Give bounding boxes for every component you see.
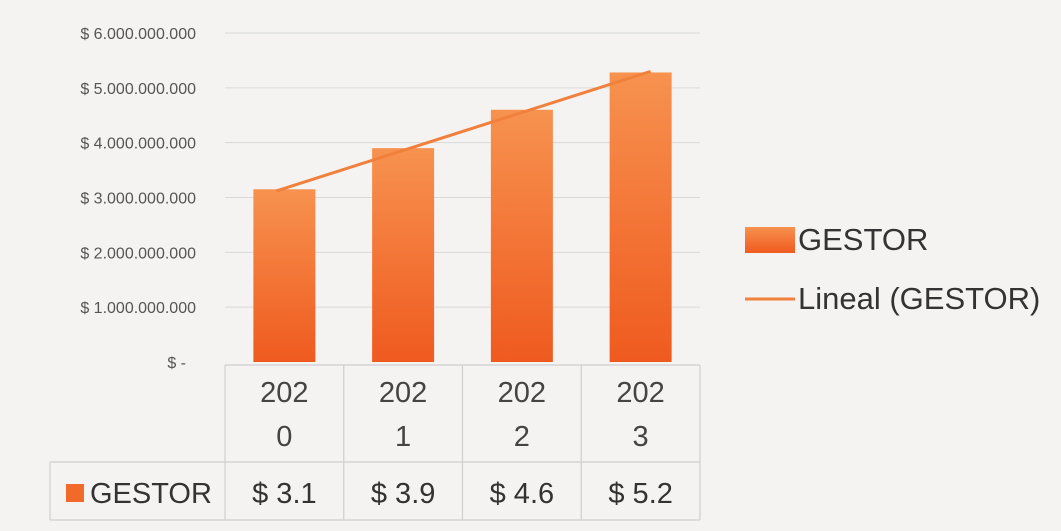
- data-table: 202 0 202 1 202 2 202 3 GESTOR $ 3.1 $ 3.9 $ 4.6 $ 5…: [49, 364, 701, 521]
- data-label: $ 5.2: [608, 478, 673, 510]
- bar-2023: [609, 72, 672, 362]
- x-tick-label: 202: [260, 377, 308, 409]
- y-tick-label: $ 1.000.000.000: [80, 300, 196, 317]
- data-label: $ 4.6: [490, 478, 555, 510]
- x-tick-label: 1: [395, 421, 411, 453]
- legend-entry-gestor: GESTOR: [798, 222, 928, 257]
- x-tick-label: 202: [616, 377, 664, 409]
- bar-2022: [490, 109, 553, 363]
- bar-2020: [253, 189, 316, 362]
- table-series-name: GESTOR: [90, 478, 212, 510]
- x-tick-label: 202: [498, 377, 546, 409]
- y-tick-label: $ 3.000.000.000: [80, 191, 196, 208]
- y-tick-label: $ 5.000.000.000: [80, 81, 196, 98]
- x-tick-label: 2: [514, 421, 530, 453]
- bar-2021: [372, 148, 435, 362]
- bars: [253, 72, 672, 363]
- legend: GESTOR Lineal (GESTOR): [745, 222, 1040, 316]
- y-tick-label: $ 4.000.000.000: [80, 136, 196, 153]
- y-axis-ticks: $ 6.000.000.000 $ 5.000.000.000 $ 4.000.00…: [80, 26, 196, 372]
- data-label: $ 3.9: [371, 478, 436, 510]
- y-tick-label: $ -: [167, 355, 186, 372]
- x-tick-label: 0: [276, 421, 292, 453]
- legend-key-bar: [745, 227, 795, 253]
- y-tick-label: $ 6.000.000.000: [80, 26, 196, 43]
- legend-entry-trendline: Lineal (GESTOR): [798, 281, 1040, 316]
- data-label: $ 3.1: [252, 478, 317, 510]
- trendline-layer: [275, 69, 652, 193]
- x-tick-label: 3: [633, 421, 649, 453]
- table-series-key: [66, 484, 84, 502]
- x-tick-label: 202: [379, 377, 427, 409]
- trendline: [275, 69, 652, 193]
- y-tick-label: $ 2.000.000.000: [80, 245, 196, 262]
